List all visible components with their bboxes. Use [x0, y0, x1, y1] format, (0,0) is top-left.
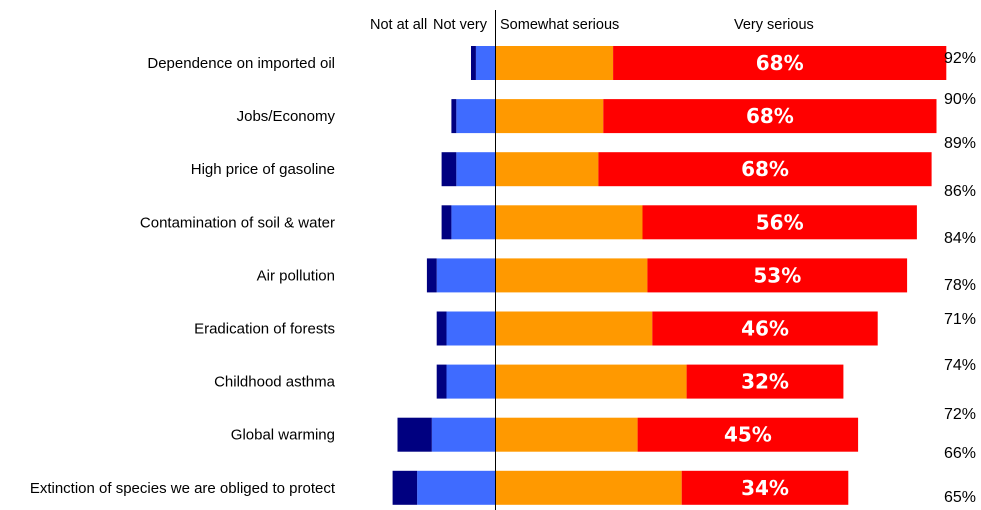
total-label: 84% [944, 230, 976, 247]
header-somewhat-serious: Somewhat serious [500, 17, 619, 33]
total-label: 86% [944, 183, 976, 200]
bar-not-at-all [436, 311, 447, 346]
bar-row: Dependence on imported oil 68% [147, 46, 947, 80]
category-label: Childhood asthma [214, 374, 336, 391]
total-label: 92% [944, 50, 976, 67]
bar-not-very [446, 364, 496, 399]
very-serious-data-label: 46% [741, 317, 789, 341]
very-serious-data-label: 68% [741, 157, 789, 181]
very-serious-data-label: 34% [741, 476, 789, 500]
bar-not-at-all [392, 470, 418, 505]
bar-very-serious [613, 46, 947, 80]
total-label: 89% [944, 135, 976, 152]
bar-not-at-all [426, 258, 437, 293]
bar-row: Jobs/Economy 68% [237, 99, 937, 134]
bar-somewhat-serious [495, 152, 599, 187]
total-label: 90% [944, 91, 976, 108]
bar-row: Childhood asthma 32% [214, 364, 844, 399]
bar-somewhat-serious [495, 99, 604, 134]
bar-somewhat-serious [495, 364, 687, 399]
category-label: Eradication of forests [194, 321, 335, 338]
bar-somewhat-serious [495, 205, 643, 240]
header-very-serious: Very serious [734, 17, 814, 33]
bar-row: Contamination of soil & water 56% [140, 205, 917, 240]
bar-not-very [417, 470, 496, 505]
very-serious-data-label: 68% [756, 51, 804, 75]
bar-not-very [451, 205, 496, 240]
bar-very-serious [603, 99, 937, 134]
bar-row: Global warming 45% [231, 417, 859, 452]
bar-very-serious [652, 311, 878, 346]
bar-very-serious [681, 470, 849, 505]
bar-not-very [456, 152, 496, 187]
bar-not-at-all [436, 364, 447, 399]
category-label: Extinction of species we are obliged to … [30, 480, 336, 497]
bar-not-very [475, 46, 496, 80]
total-label: 74% [944, 357, 976, 374]
bar-rows: Dependence on imported oil 68%Jobs/Econom… [30, 46, 947, 505]
category-label: High price of gasoline [191, 161, 335, 178]
very-serious-data-label: 56% [756, 210, 804, 234]
bar-somewhat-serious [495, 46, 614, 80]
header-not-very: Not very [433, 17, 488, 33]
bar-row: High price of gasoline 68% [191, 152, 932, 187]
bar-row: Eradication of forests 46% [194, 311, 878, 346]
total-label: 72% [944, 406, 976, 423]
bar-somewhat-serious [495, 258, 648, 293]
very-serious-data-label: 53% [753, 263, 801, 287]
bar-somewhat-serious [495, 470, 682, 505]
bar-somewhat-serious [495, 417, 638, 452]
bar-not-at-all [397, 417, 432, 452]
bar-not-very [446, 311, 496, 346]
bar-not-very [456, 99, 496, 134]
bar-very-serious [642, 205, 917, 240]
bar-not-at-all [471, 46, 476, 80]
column-headers: Not at all Not very Somewhat serious Ver… [370, 17, 814, 33]
bar-row: Air pollution 53% [257, 258, 908, 293]
category-label: Dependence on imported oil [147, 55, 335, 72]
bar-not-very [436, 258, 496, 293]
bar-very-serious [686, 364, 844, 399]
bar-somewhat-serious [495, 311, 653, 346]
bar-not-at-all [441, 152, 457, 187]
bar-very-serious [637, 417, 859, 452]
bar-very-serious [647, 258, 908, 293]
bar-very-serious [598, 152, 932, 187]
bar-not-at-all [441, 205, 452, 240]
total-label: 78% [944, 277, 976, 294]
total-labels: 92% 90% 89% 86% 84% 78% 71% 74% 72% 66% 65% [944, 50, 976, 506]
very-serious-data-label: 32% [741, 370, 789, 394]
bar-not-very [431, 417, 496, 452]
bar-not-at-all [451, 99, 457, 134]
header-not-at-all: Not at all [370, 17, 427, 33]
very-serious-data-label: 45% [724, 423, 772, 447]
bar-row: Extinction of species we are obliged to … [30, 470, 849, 505]
total-label: 71% [944, 311, 976, 328]
very-serious-data-label: 68% [746, 104, 794, 128]
category-label: Air pollution [257, 267, 335, 284]
category-label: Jobs/Economy [237, 108, 336, 125]
category-label: Global warming [231, 427, 335, 444]
total-label: 66% [944, 445, 976, 462]
total-label: 65% [944, 489, 976, 506]
category-label: Contamination of soil & water [140, 214, 335, 231]
